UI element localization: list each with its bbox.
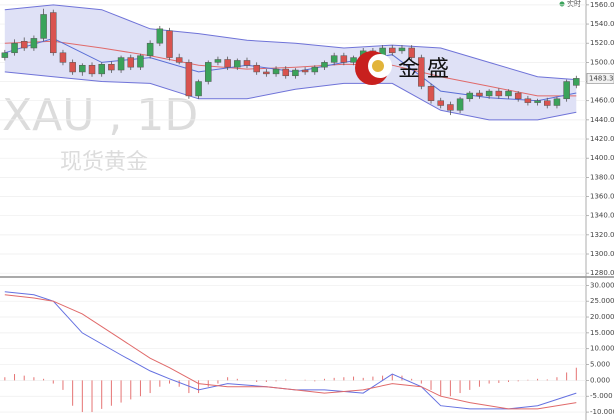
y-tick-label: 1400.00 xyxy=(590,154,614,162)
candle-body xyxy=(20,41,28,49)
candle-body xyxy=(98,64,105,75)
watermark-symbol: XAU , 1D xyxy=(2,90,198,141)
candle-body xyxy=(466,92,474,100)
y-tick-label: -10.000 xyxy=(590,408,614,416)
candle-body xyxy=(224,59,231,68)
candle-body xyxy=(146,42,154,56)
candle-body xyxy=(534,100,541,103)
y-tick-label: 1500.00 xyxy=(590,58,614,66)
candle-body xyxy=(573,78,580,86)
candle-body xyxy=(243,60,251,66)
candle-body xyxy=(59,52,67,63)
panel: -10.000 -5.000 0.000 5.000 10.000 15.000 20.00… xyxy=(0,281,614,416)
candle-body xyxy=(418,57,425,87)
candle-body xyxy=(301,69,309,73)
y-tick-label: 15.000 xyxy=(590,329,614,337)
candle-body xyxy=(282,68,289,77)
band-upper xyxy=(4,4,577,81)
y-tick-label: -5.000 xyxy=(590,392,613,400)
y-tick-label: 10.000 xyxy=(590,345,614,353)
y-tick-label: 1340.00 xyxy=(590,212,614,220)
candle-body xyxy=(204,62,212,82)
candle-body xyxy=(437,100,444,106)
candle-body xyxy=(563,81,570,100)
candle-body xyxy=(11,42,18,54)
candle-body xyxy=(553,98,561,106)
candle-body xyxy=(311,66,319,73)
candle-body xyxy=(408,47,415,58)
y-tick-label: 30.000 xyxy=(590,281,614,289)
moving-average xyxy=(4,40,577,97)
y-tick-label: 25.000 xyxy=(590,297,614,305)
y-tick-label: 1280.00 xyxy=(590,269,614,277)
macd-line xyxy=(4,294,577,410)
y-tick-label: 1300.00 xyxy=(590,250,614,258)
y-tick-label: 1380.00 xyxy=(590,173,614,181)
brand-logo xyxy=(355,51,392,85)
y-tick-label: 1560.00 xyxy=(590,1,614,9)
y-tick-label: 1540.00 xyxy=(590,20,614,28)
y-tick-label: 1440.00 xyxy=(590,116,614,124)
candle-body xyxy=(476,92,483,97)
candle-body xyxy=(505,90,512,97)
y-tick-label: 0.000 xyxy=(590,376,610,384)
candle-body xyxy=(50,12,57,54)
brand-text: 金 盛 xyxy=(398,57,449,82)
candle-body xyxy=(398,47,406,52)
candle-body xyxy=(524,98,532,103)
candle-body xyxy=(253,64,260,73)
candle-body xyxy=(137,55,144,68)
panel: 1280.00 1300.00 1320.00 1340.00 1360.00 1380.… xyxy=(0,1,614,277)
logo-dot xyxy=(372,60,384,72)
price-tag-label: 1483.30 xyxy=(589,74,614,82)
candle-body xyxy=(514,92,522,100)
candle-body xyxy=(1,52,9,58)
candle-body xyxy=(263,71,270,75)
y-tick-label: 1460.00 xyxy=(590,97,614,105)
band-lower xyxy=(4,71,577,121)
candle-body xyxy=(40,14,47,39)
candle-body xyxy=(166,30,173,58)
candle-body xyxy=(234,60,241,68)
candle-body xyxy=(195,81,202,97)
price-tag-box xyxy=(586,73,614,84)
candle-body xyxy=(69,62,76,73)
candle-body xyxy=(350,57,357,63)
candle-body xyxy=(427,86,435,101)
candle-body xyxy=(485,90,493,97)
realtime-label: 实时 xyxy=(567,0,581,8)
candle-body xyxy=(447,104,454,111)
candle-body xyxy=(495,90,503,97)
candle-body xyxy=(79,64,86,73)
watermark-name: 现货黄金 xyxy=(60,150,148,175)
y-tick-label: 1360.00 xyxy=(590,193,614,201)
realtime-dot xyxy=(559,1,565,7)
y-tick-label: 1320.00 xyxy=(590,231,614,239)
candle-body xyxy=(108,64,115,71)
candle-body xyxy=(292,69,299,77)
candle-body xyxy=(117,57,125,71)
candle-body xyxy=(30,38,38,49)
candle-body xyxy=(456,98,464,111)
y-tick-label: 1420.00 xyxy=(590,135,614,143)
y-tick-label: 1520.00 xyxy=(590,39,614,47)
candle-body xyxy=(156,28,164,44)
candle-body xyxy=(185,62,193,97)
y-tick-label: 20.000 xyxy=(590,313,614,321)
candle-body xyxy=(214,59,222,63)
candle-body xyxy=(330,55,338,63)
candle-body xyxy=(321,62,328,68)
candle-body xyxy=(127,57,135,68)
candle-body xyxy=(272,68,280,75)
y-tick-label: 5.000 xyxy=(590,361,610,369)
candle-body xyxy=(544,100,551,106)
candle-body xyxy=(88,64,96,75)
candle-body xyxy=(175,57,183,63)
candle-body xyxy=(340,55,348,63)
candle-body xyxy=(389,47,396,54)
